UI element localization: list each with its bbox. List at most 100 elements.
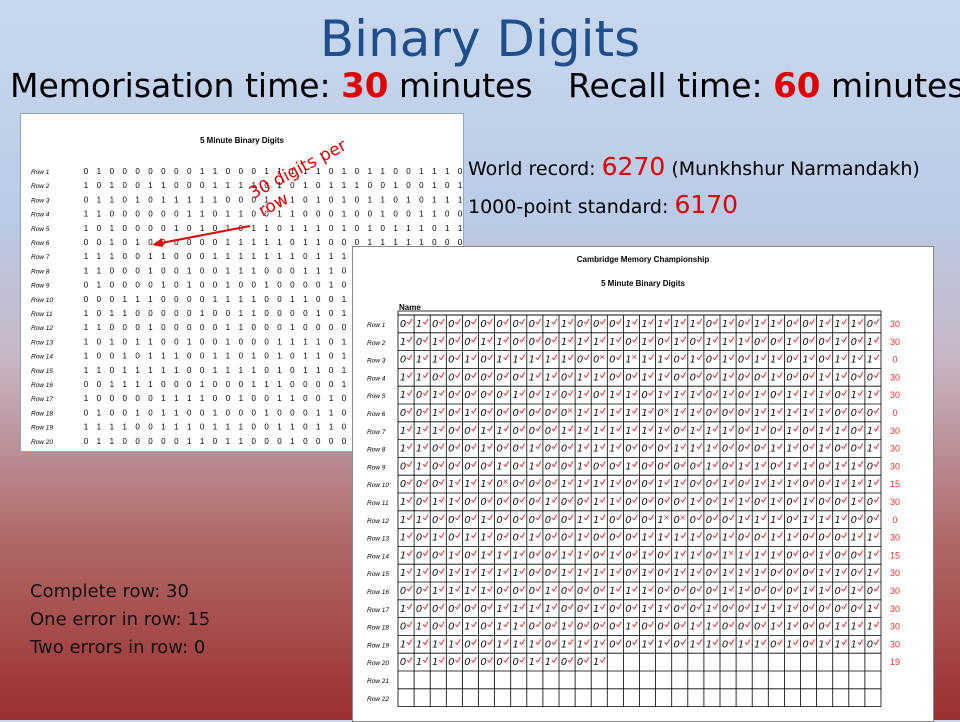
check-mark bbox=[519, 354, 526, 361]
sheet2-title: Cambridge Memory Championship bbox=[576, 255, 710, 264]
check-mark bbox=[857, 425, 864, 432]
sheet1-digit: 0 bbox=[226, 394, 231, 403]
sheet1-digit: 1 bbox=[226, 366, 231, 375]
sheet1-digit: 0 bbox=[277, 437, 282, 446]
sheet1-digit: 1 bbox=[316, 423, 321, 432]
check-mark bbox=[776, 443, 783, 450]
check-mark bbox=[599, 532, 606, 539]
check-mark bbox=[519, 389, 526, 397]
recalled-digit: 0 bbox=[529, 515, 535, 526]
recalled-digit: 0 bbox=[545, 515, 551, 526]
recalled-digit: 0 bbox=[786, 550, 792, 561]
recalled-digit: 1 bbox=[400, 426, 406, 437]
check-mark bbox=[873, 478, 880, 486]
sheet1-digit: 0 bbox=[303, 408, 308, 417]
sheet1-digit: 1 bbox=[380, 210, 385, 219]
check-mark bbox=[599, 585, 606, 592]
sheet1-digit: 1 bbox=[110, 238, 115, 247]
recalled-digit: 1 bbox=[722, 586, 728, 597]
recalled-digit: 0 bbox=[851, 550, 857, 561]
sheet1-digit: 1 bbox=[174, 408, 179, 417]
recalled-digit: 1 bbox=[464, 586, 470, 597]
sheet1-row-label: Row 20 bbox=[31, 439, 53, 446]
check-mark bbox=[422, 585, 429, 592]
check-mark bbox=[615, 372, 622, 379]
check-mark bbox=[696, 621, 703, 628]
recalled-digit: 0 bbox=[706, 408, 712, 419]
sheet1-digit: 0 bbox=[122, 238, 127, 247]
recalled-digit: 1 bbox=[416, 515, 422, 526]
recalled-digit: 1 bbox=[770, 533, 776, 544]
check-mark bbox=[551, 407, 558, 414]
recalled-digit: 1 bbox=[754, 426, 760, 437]
check-mark bbox=[793, 514, 799, 521]
recalled-digit: 0 bbox=[545, 568, 551, 579]
recalled-digit: 1 bbox=[593, 568, 599, 579]
recalled-digit: 0 bbox=[480, 408, 486, 419]
recalled-digit: 1 bbox=[625, 586, 631, 597]
recalled-digit: 1 bbox=[754, 355, 760, 366]
recalled-digit: 1 bbox=[416, 639, 422, 650]
recalled-digit: 1 bbox=[416, 461, 422, 472]
recalled-digit: 0 bbox=[416, 604, 422, 615]
recalled-digit: 1 bbox=[577, 337, 583, 348]
check-mark bbox=[776, 372, 783, 379]
check-mark bbox=[519, 372, 526, 379]
check-mark bbox=[776, 567, 783, 575]
sheet1-digit: 0 bbox=[135, 423, 140, 432]
sheet1-digit: 0 bbox=[174, 252, 179, 261]
sheet1-digit: 0 bbox=[303, 210, 308, 219]
sheet1-digit: 0 bbox=[380, 224, 385, 233]
check-mark bbox=[615, 389, 622, 397]
sheet1-digit: 0 bbox=[329, 323, 334, 332]
recalled-digit: 1 bbox=[593, 639, 599, 650]
recalled-digit: 0 bbox=[754, 444, 760, 455]
recalled-digit: 0 bbox=[609, 622, 615, 633]
sheet1-digit: 0 bbox=[135, 266, 140, 275]
sheet1-digit: 1 bbox=[161, 252, 166, 261]
check-mark bbox=[809, 461, 815, 468]
check-mark bbox=[422, 389, 429, 397]
check-mark bbox=[680, 496, 687, 503]
sheet1-digit: 0 bbox=[148, 167, 153, 176]
sheet1-digit: 1 bbox=[84, 181, 89, 190]
recalled-digit: 0 bbox=[529, 568, 535, 579]
check-mark bbox=[728, 336, 735, 343]
recalled-digit: 1 bbox=[835, 337, 841, 348]
recalled-digit: 1 bbox=[738, 337, 744, 348]
sheet1-digit: 0 bbox=[226, 380, 231, 389]
recalled-digit: 0 bbox=[561, 444, 567, 455]
check-mark bbox=[615, 336, 622, 343]
recalled-digit: 1 bbox=[577, 639, 583, 650]
check-mark bbox=[454, 354, 461, 361]
sheet1-digit: 0 bbox=[239, 380, 244, 389]
sheet1-digit: 0 bbox=[161, 323, 166, 332]
check-mark bbox=[776, 478, 783, 486]
check-mark bbox=[744, 585, 751, 592]
recalled-digit: 1 bbox=[513, 550, 519, 561]
recalled-digit: 1 bbox=[786, 533, 792, 544]
check-mark bbox=[744, 621, 751, 628]
sheet1-digit: 0 bbox=[200, 352, 205, 361]
check-mark bbox=[776, 532, 783, 539]
check-mark bbox=[760, 425, 767, 432]
world-record-label: World record: bbox=[468, 158, 596, 180]
recalled-digit: 1 bbox=[674, 319, 680, 330]
sheet1-digit: 0 bbox=[264, 352, 269, 361]
sheet1-digit: 1 bbox=[290, 394, 295, 403]
check-mark bbox=[535, 550, 542, 557]
recalled-digit: 1 bbox=[641, 372, 647, 383]
recalled-digit: 0 bbox=[657, 622, 663, 633]
recalled-digit: 0 bbox=[416, 586, 422, 597]
recalled-digit: 0 bbox=[416, 479, 422, 490]
recalled-digit: 0 bbox=[770, 390, 776, 401]
recalled-digit: 0 bbox=[770, 461, 776, 472]
recalled-digit: 0 bbox=[641, 390, 647, 401]
recalled-digit: 0 bbox=[480, 355, 486, 366]
sheet1-digit: 1 bbox=[110, 380, 115, 389]
sheet1-digit: 0 bbox=[174, 266, 179, 275]
check-mark bbox=[632, 603, 638, 610]
check-mark bbox=[503, 496, 510, 503]
sheet1-digit: 0 bbox=[239, 408, 244, 417]
sheet1-digit: 1 bbox=[110, 181, 115, 190]
